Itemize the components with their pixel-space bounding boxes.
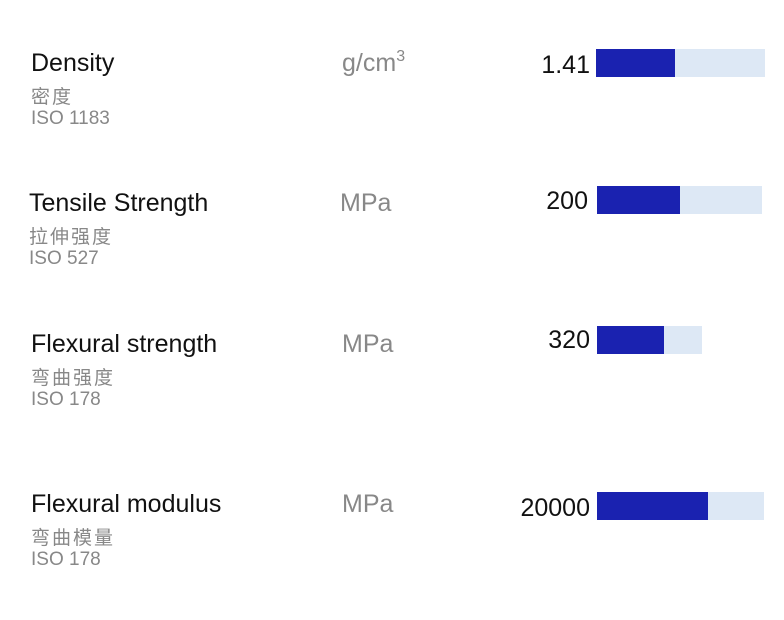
value: 20000 (520, 494, 590, 522)
unit-sup: 3 (396, 48, 406, 65)
bar-track (597, 492, 764, 520)
page: {"rows": [ {"name": "Density", "name_zh"… (0, 48, 784, 570)
unit: g/cm3 (342, 49, 405, 78)
unit: MPa (342, 490, 394, 518)
bar-fill (597, 492, 708, 520)
property-name-zh: 密度 (31, 87, 74, 108)
unit: MPa (342, 330, 394, 358)
value: 200 (546, 187, 588, 215)
value: 1.41 (541, 51, 590, 79)
property-name: Density (31, 49, 115, 77)
standard: ISO 178 (31, 549, 101, 570)
unit-text: g/cm (342, 49, 397, 77)
property-name: Flexural modulus (31, 490, 222, 518)
unit: MPa (340, 189, 392, 217)
standard: ISO 527 (29, 248, 99, 269)
bar-fill (596, 49, 675, 77)
bar-track (597, 326, 702, 354)
bar-track (596, 49, 765, 77)
bar-track (597, 186, 762, 214)
property-name-zh: 拉伸强度 (29, 227, 114, 248)
bar-fill (597, 326, 664, 354)
standard: ISO 1183 (31, 108, 110, 129)
property-name: Tensile Strength (29, 189, 209, 217)
bar-fill (597, 186, 680, 214)
value: 320 (548, 326, 590, 354)
standard: ISO 178 (31, 389, 101, 410)
property-name-zh: 弯曲强度 (31, 368, 116, 389)
property-row: Tensile Strength 拉伸强度 ISO 527 MPa 200 (0, 186, 784, 319)
property-name-zh: 弯曲模量 (31, 528, 116, 549)
property-row: Density 密度 ISO 1183 g/cm3 1.41 (0, 49, 784, 179)
property-name: Flexural strength (31, 330, 218, 358)
property-row: Flexural modulus 弯曲模量 ISO 178 MPa 20000 (0, 490, 784, 620)
property-row: Flexural strength 弯曲强度 ISO 178 MPa 320 (0, 326, 784, 460)
